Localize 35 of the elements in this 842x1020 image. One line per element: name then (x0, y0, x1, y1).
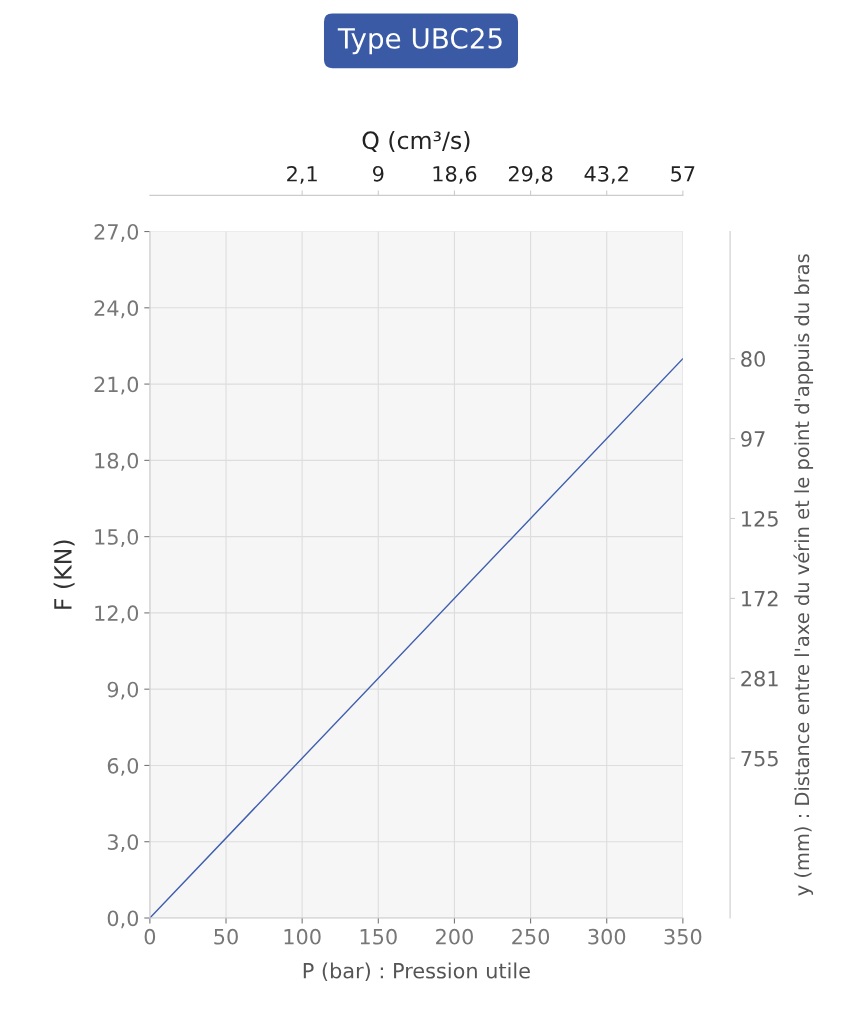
text: 9 (372, 165, 384, 182)
category-label: 172 (742, 590, 778, 607)
x-axis-title: P (bar) : Pression utile (303, 962, 530, 982)
x-tick-label: 0 (144, 928, 156, 945)
x-tick-label: 50 (214, 928, 238, 945)
y-tick-label: 27,0 (94, 223, 139, 242)
y-tick-label: 0,0 (107, 910, 139, 929)
text: 18,6 (433, 165, 477, 184)
category-label: 80 (741, 351, 765, 367)
category-label: 281 (741, 670, 778, 687)
category-label: 755 (741, 750, 778, 767)
text: 29,8 (508, 165, 553, 184)
text: 43,2 (584, 165, 628, 184)
x-tick-label: 350 (664, 928, 702, 945)
category-label: 125 (742, 510, 778, 527)
chart-title: Type UBC25 (337, 27, 502, 55)
x-tick-label: 100 (284, 928, 321, 945)
y-tick-label: 12,0 (95, 605, 139, 624)
category-label: 97 (741, 431, 765, 447)
y-axis-title: F (KN) (53, 540, 75, 609)
text: 2,1 (287, 165, 317, 184)
y-tick-label: 21,0 (94, 376, 139, 395)
x2-axis-title: Q (cm³/s) (362, 130, 470, 152)
y-tick-label: 6,0 (107, 757, 139, 776)
y-tick-label: 15,0 (95, 529, 139, 547)
y2-axis-title: y (mm) : Distance entre l'axe du vérin et le point d'appuis du bras (793, 254, 814, 896)
y-tick-label: 24,0 (94, 300, 139, 319)
x-tick-label: 200 (436, 928, 473, 945)
y-tick-label: 3,0 (107, 834, 139, 853)
x-tick-label: 250 (512, 928, 550, 945)
x-tick-label: 300 (588, 928, 626, 945)
y-tick-label: 9,0 (107, 681, 139, 700)
text: 57 (671, 166, 695, 182)
y-tick-label: 18,0 (95, 452, 139, 471)
x-tick-label: 150 (360, 928, 397, 945)
